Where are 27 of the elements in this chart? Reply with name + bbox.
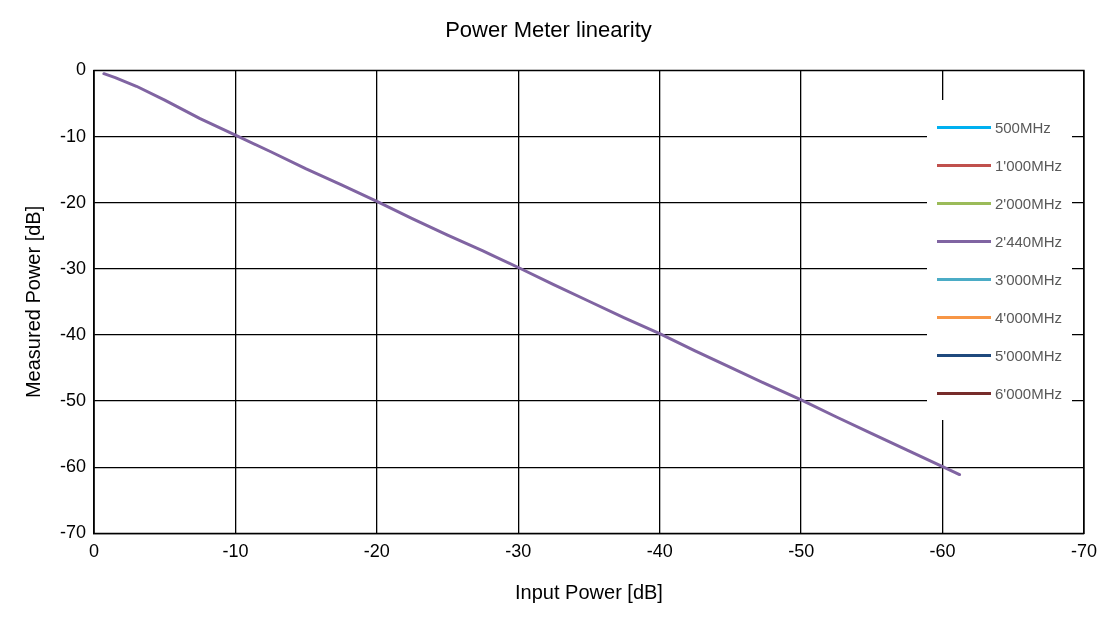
x-tick-label: -70 [1070,541,1097,562]
y-tick-label: -20 [60,191,87,212]
x-tick-label: -50 [788,541,815,562]
y-tick-label: 0 [76,59,87,80]
y-tick-label: -60 [60,456,87,477]
x-tick-label: -30 [505,541,532,562]
x-tick-label: -20 [363,541,390,562]
legend-label: 2'000MHz [994,194,1062,212]
x-tick-label: -60 [929,541,956,562]
y-tick-label: -10 [60,125,87,146]
legend-label: 2'440MHz [994,232,1062,250]
legend-label: 3'000MHz [994,270,1062,288]
legend-label: 4'000MHz [994,308,1062,326]
legend-label: 1'000MHz [994,156,1062,174]
y-tick-label: -40 [60,323,87,344]
legend-label: 5'000MHz [994,346,1062,364]
y-tick-label: -30 [60,257,87,278]
y-tick-label: -50 [60,390,87,411]
x-tick-label: -10 [222,541,249,562]
legend-label: 6'000MHz [994,384,1062,402]
y-tick-label: -70 [60,522,87,543]
legend-label: 500MHz [994,118,1051,136]
chart-title: Power Meter linearity [445,17,652,43]
y-axis-title: Measured Power [dB] [21,205,44,399]
x-tick-label: 0 [89,541,100,562]
x-tick-label: -40 [646,541,673,562]
x-axis-title: Input Power [dB] [515,580,663,603]
